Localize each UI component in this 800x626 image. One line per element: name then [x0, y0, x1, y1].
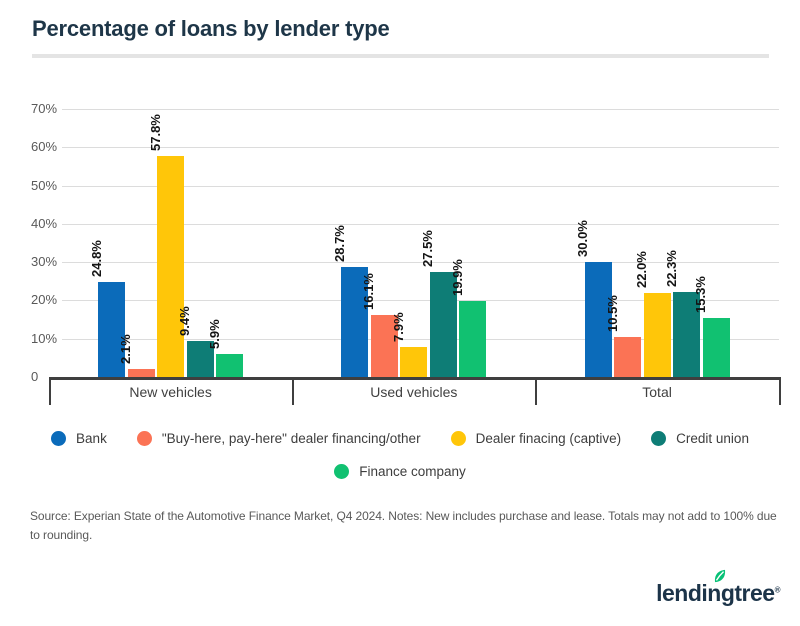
- logo-wordmark: lendingtree®: [656, 569, 781, 607]
- bar-value-label: 10.5%: [604, 294, 620, 332]
- bar-value-label: 22.0%: [634, 250, 650, 288]
- logo-text: lendingtree: [656, 580, 775, 606]
- legend-item: Dealer finacing (captive): [450, 430, 622, 446]
- bar-value-label: 27.5%: [420, 229, 436, 267]
- gridline: [62, 223, 779, 225]
- bar: [216, 354, 244, 377]
- gridline: [62, 300, 779, 302]
- bar: [400, 346, 428, 377]
- legend-label: Credit union: [676, 430, 749, 446]
- bar: [614, 336, 642, 377]
- bar-value-label: 24.8%: [88, 240, 104, 278]
- y-axis-tick-label: 50%: [31, 177, 58, 193]
- bar: [370, 315, 398, 377]
- gridline: [62, 262, 779, 264]
- legend-label: "Buy-here, pay-here" dealer financing/ot…: [161, 430, 421, 446]
- y-axis-tick-label: 0: [31, 369, 39, 384]
- bar-value-label: 19.9%: [449, 258, 465, 296]
- bar-value-label: 15.3%: [693, 276, 709, 314]
- gridline: [62, 147, 779, 149]
- bar: [186, 341, 214, 377]
- lendingtree-logo: lendingtree®: [656, 569, 781, 614]
- bar: [459, 300, 487, 377]
- bar-value-label: 2.1%: [118, 334, 134, 364]
- bar: [429, 271, 457, 377]
- legend-swatch: [450, 430, 466, 446]
- bar: [673, 291, 701, 377]
- gridline: [62, 338, 779, 340]
- bar: [643, 292, 671, 377]
- bar: [98, 282, 126, 377]
- x-axis-category-label: New vehicles: [129, 384, 212, 400]
- y-axis-tick-label: 10%: [31, 330, 58, 346]
- legend-swatch: [136, 430, 152, 446]
- chart-title: Percentage of loans by lender type: [32, 16, 390, 41]
- y-axis-tick-label: 30%: [31, 254, 58, 270]
- x-axis-category-label: Total: [642, 384, 672, 400]
- legend-swatch: [51, 430, 67, 446]
- y-axis-tick-label: 20%: [31, 292, 58, 308]
- gridline: [62, 185, 779, 187]
- bar-value-label: 7.9%: [390, 312, 406, 342]
- bar-value-label: 22.3%: [663, 249, 679, 287]
- bar-value-label: 30.0%: [575, 220, 591, 258]
- x-axis-line: [49, 377, 781, 380]
- y-axis-tick-label: 40%: [31, 215, 58, 231]
- bar: [157, 155, 185, 377]
- x-axis-tick: [535, 377, 538, 405]
- source-note: Source: Experian State of the Automotive…: [30, 509, 777, 543]
- bar-value-label: 57.8%: [147, 113, 163, 151]
- gridline: [62, 109, 779, 110]
- leaf-icon: [715, 569, 726, 583]
- legend-row-1: Bank "Buy-here, pay-here" dealer financin…: [0, 424, 800, 452]
- legend-item: Bank: [51, 430, 107, 446]
- legend-swatch: [651, 430, 667, 446]
- legend-row-2: Finance company: [0, 457, 800, 485]
- bar-value-label: 9.4%: [177, 306, 193, 336]
- bar-value-label: 5.9%: [206, 319, 222, 350]
- x-axis-tick: [49, 377, 51, 405]
- registered-trademark-mark: ®: [774, 585, 781, 595]
- legend-label: Bank: [76, 430, 107, 446]
- title-divider: [32, 54, 769, 58]
- bar: [702, 318, 730, 377]
- x-axis-tick: [292, 377, 295, 405]
- chart-legend: Bank "Buy-here, pay-here" dealer financin…: [0, 424, 800, 490]
- bar: [341, 267, 369, 377]
- bar-value-label: 28.7%: [331, 225, 347, 263]
- legend-item: Credit union: [651, 430, 749, 446]
- bar-value-label: 16.1%: [361, 273, 377, 311]
- legend-item: "Buy-here, pay-here" dealer financing/ot…: [136, 430, 421, 446]
- legend-swatch: [334, 463, 350, 479]
- x-axis-category-label: Used vehicles: [370, 384, 458, 400]
- y-axis-tick-label: 60%: [31, 139, 58, 155]
- x-axis-tick: [778, 377, 781, 405]
- legend-label: Dealer finacing (captive): [475, 430, 622, 446]
- y-axis-tick-label: 70%: [31, 101, 58, 116]
- bar: [127, 368, 155, 377]
- bar: [584, 262, 612, 377]
- legend-label: Finance company: [359, 463, 466, 479]
- legend-item: Finance company: [334, 463, 466, 479]
